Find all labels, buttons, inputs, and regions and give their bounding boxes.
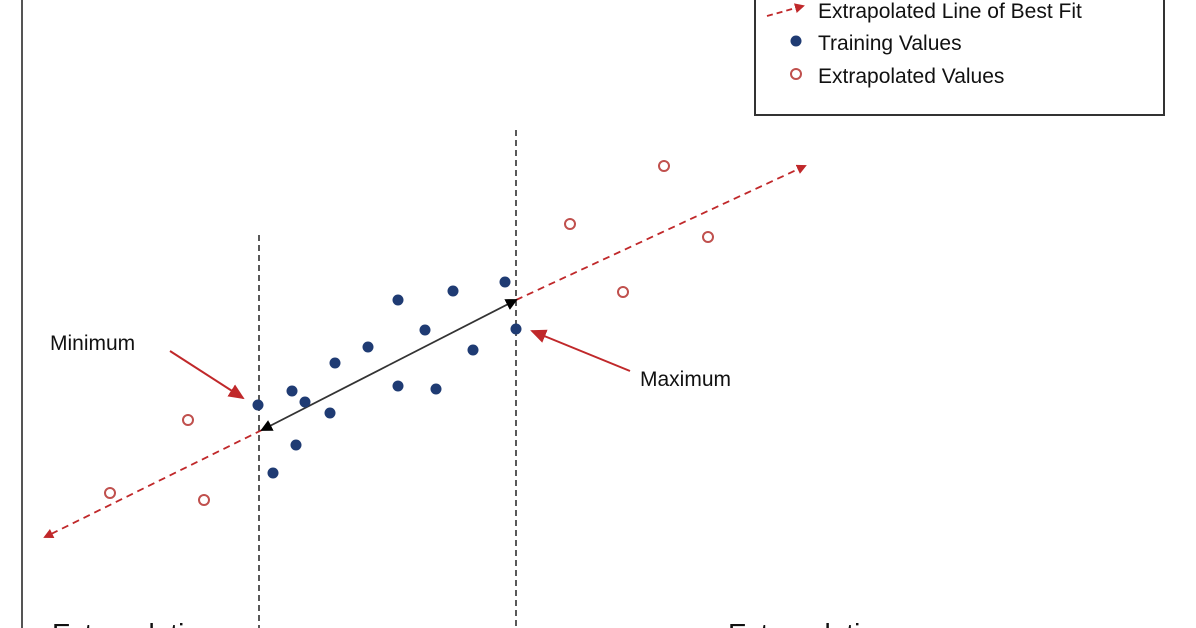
legend-label: Training Values — [818, 32, 962, 55]
minimum-pointer — [169, 350, 245, 400]
legend-circle-symbol — [790, 68, 802, 80]
fit-line-left — [260, 364, 390, 431]
extrapolated-points — [104, 160, 714, 506]
legend-label: Extrapolated Values — [818, 65, 1004, 88]
minimum-label: Minimum — [50, 332, 135, 355]
region-label-left: Extrapolation — [52, 618, 215, 628]
region-label-right: Extrapolation — [728, 618, 891, 628]
fit-line-right — [388, 299, 518, 366]
maximum-pointer — [530, 329, 631, 372]
extrapolated-line-left — [43, 429, 263, 538]
training-points — [252, 276, 522, 479]
legend-label: Extrapolated Line of Best Fit — [818, 0, 1082, 23]
legend: Extrapolated Line of Best Fit Training V… — [754, 0, 1165, 116]
legend-dot-symbol — [790, 35, 802, 47]
extrapolated-line-right — [515, 164, 807, 301]
legend-box — [754, 0, 1165, 116]
maximum-label: Maximum — [640, 368, 731, 391]
legend-line-symbol — [766, 3, 805, 17]
